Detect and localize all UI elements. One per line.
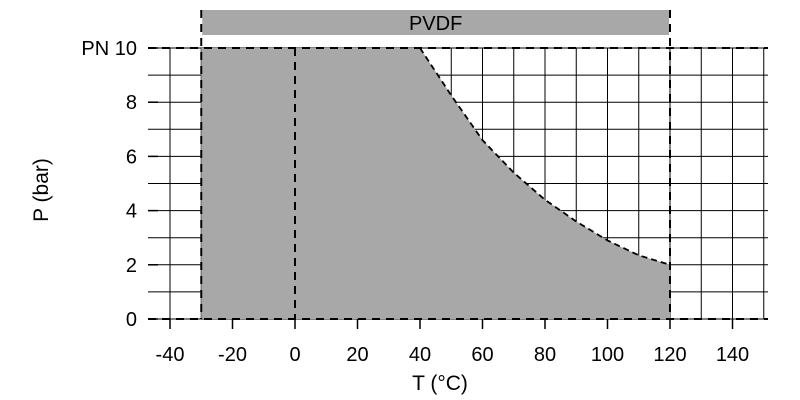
x-tick-label: 40 — [409, 344, 431, 366]
y-tick-label: 4 — [126, 201, 137, 223]
x-tick-label: -20 — [218, 344, 247, 366]
y-tick-label: 8 — [126, 92, 137, 114]
x-tick-label: 140 — [716, 344, 749, 366]
x-tick-label: 0 — [289, 344, 300, 366]
x-tick-label: 120 — [653, 344, 686, 366]
y-tick-label: 0 — [126, 309, 137, 331]
y-tick-label: PN 10 — [81, 38, 137, 60]
y-tick-label: 6 — [126, 146, 137, 168]
x-tick-label: -40 — [156, 344, 185, 366]
pvdf-band — [202, 10, 669, 35]
dashed-reference-lines — [148, 10, 768, 320]
pressure-area — [201, 48, 670, 319]
tick-layer — [148, 47, 734, 329]
pressure-boundary-curve — [419, 47, 671, 266]
x-axis-title: T (°C) — [412, 372, 468, 395]
x-tick-label: 100 — [591, 344, 624, 366]
x-tick-label: 80 — [534, 344, 556, 366]
pvdf-band-label: PVDF — [409, 13, 462, 35]
x-tick-label: 20 — [346, 344, 368, 366]
y-axis-title: P (bar) — [30, 158, 53, 222]
y-tick-label: 2 — [126, 255, 137, 277]
tick-label-layer: -40 -20 0 20 40 60 80 100 120 140 0 2 4 6 8 PN 10 — [81, 38, 749, 366]
x-tick-label: 60 — [471, 344, 493, 366]
